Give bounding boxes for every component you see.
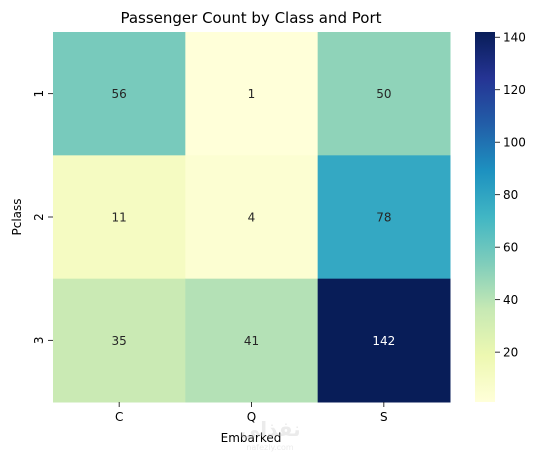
heatmap-cell <box>317 155 451 280</box>
x-tick-label: S <box>380 410 388 424</box>
cell-value-label: 41 <box>244 334 259 348</box>
cell-value-label: 11 <box>112 211 127 225</box>
colorbar-tick-label: 120 <box>503 83 526 97</box>
cell-value-label: 56 <box>112 87 127 101</box>
cell-value-label: 4 <box>248 211 256 225</box>
cell-value-label: 78 <box>376 211 391 225</box>
y-tick-label: 2 <box>32 213 46 221</box>
colorbar-tick-label: 100 <box>503 136 526 150</box>
x-tick-label: Q <box>247 410 256 424</box>
cell-value-label: 142 <box>372 334 395 348</box>
y-axis: 1 2 3 <box>32 90 53 344</box>
watermark: نفذلي nafezly.com <box>239 417 300 452</box>
y-axis-label: Pclass <box>10 198 24 235</box>
svg-text:نفذلي: نفذلي <box>239 417 300 442</box>
cell-annotations: 56 1 50 11 4 78 35 41 142 <box>112 87 396 348</box>
heatmap-cell <box>317 32 451 156</box>
y-tick-label: 3 <box>32 337 46 345</box>
colorbar-tick-label: 60 <box>503 241 518 255</box>
colorbar-ticks: 20 40 60 80 100 120 140 <box>495 31 526 360</box>
heatmap-cells <box>53 32 451 403</box>
colorbar-tick-label: 40 <box>503 293 518 307</box>
heatmap-cell <box>53 278 186 403</box>
colorbar-tick-label: 80 <box>503 188 518 202</box>
heatmap-cell <box>317 278 451 403</box>
colorbar-tick-label: 140 <box>503 31 526 45</box>
heatmap-cell <box>185 155 319 280</box>
x-axis-label: Embarked <box>221 431 282 445</box>
colorbar <box>475 32 495 402</box>
y-tick-label: 1 <box>32 90 46 98</box>
colorbar-tick-label: 20 <box>503 346 518 360</box>
heatmap-cell <box>53 32 186 156</box>
cell-value-label: 1 <box>248 87 256 101</box>
cell-value-label: 35 <box>112 334 127 348</box>
heatmap-cell <box>185 32 319 156</box>
heatmap-cell <box>53 155 186 280</box>
chart-title: Passenger Count by Class and Port <box>120 9 381 27</box>
svg-text:nafezly.com: nafezly.com <box>246 443 294 452</box>
heatmap-cell <box>185 278 319 403</box>
x-tick-label: C <box>115 410 123 424</box>
cell-value-label: 50 <box>376 87 391 101</box>
